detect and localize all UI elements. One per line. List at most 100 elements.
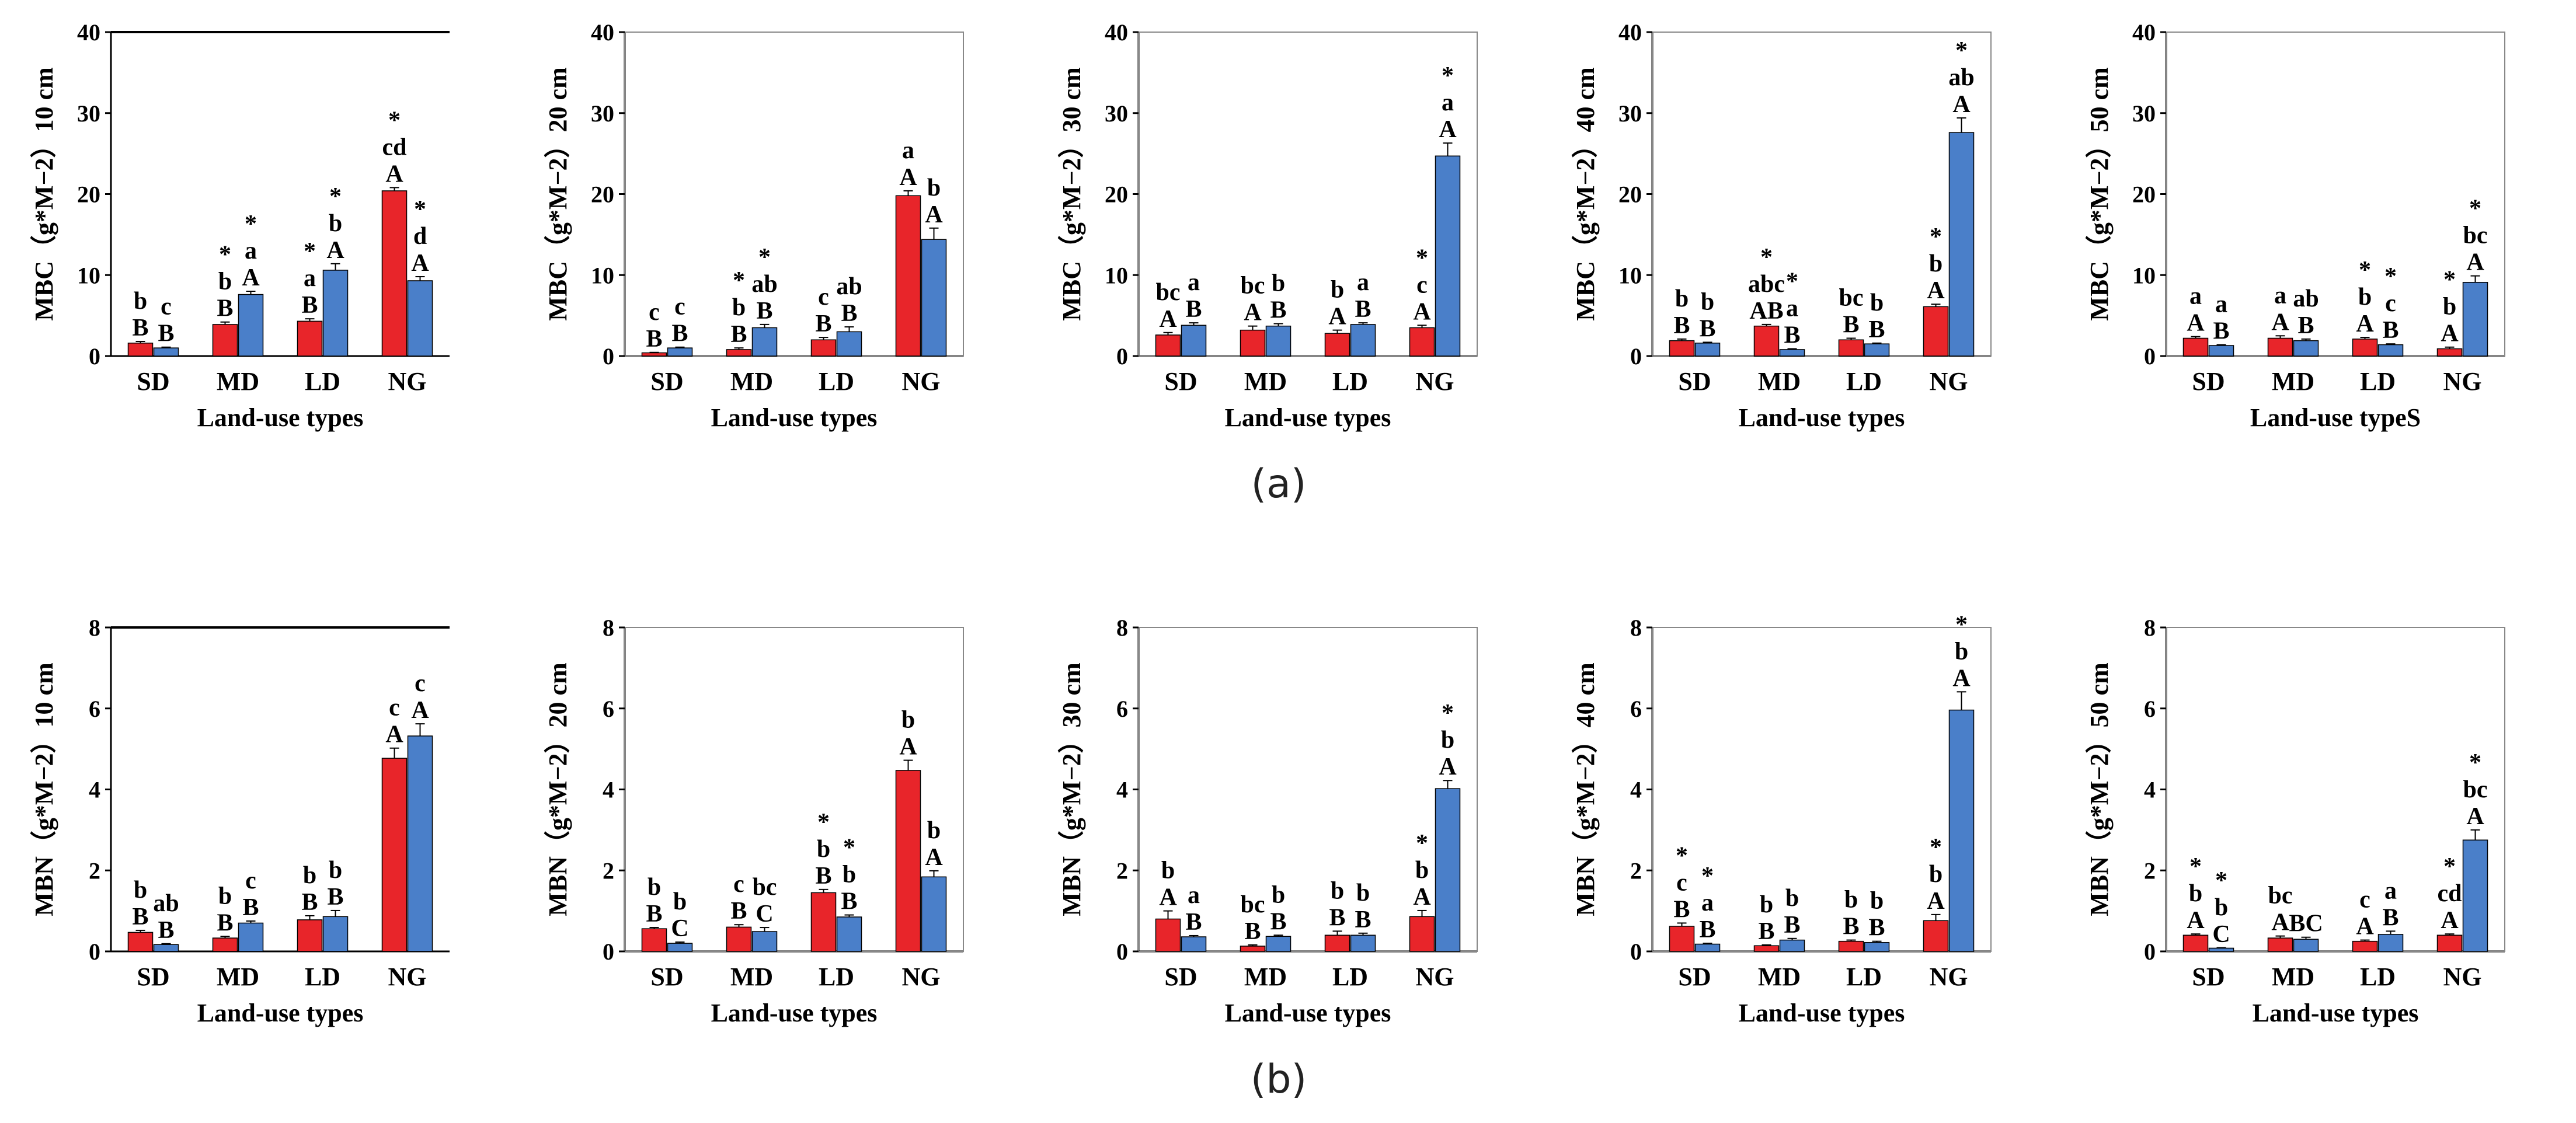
significance-letter: b (1785, 885, 1799, 912)
x-tick-label: LD (1846, 367, 1882, 396)
significance-letter: ab (153, 890, 179, 917)
significance-letter: b (817, 836, 830, 863)
bar-red (1838, 339, 1864, 357)
y-tick-label: 40 (1618, 19, 1642, 46)
significance-letter: b (927, 175, 941, 201)
significance-letter: a (2384, 877, 2397, 904)
significance-letter: b (843, 862, 856, 888)
significance-letter: A (1328, 304, 1346, 330)
significance-letter: bc (2268, 883, 2293, 909)
significance-letter: b (1929, 861, 1943, 888)
x-tick-label: SD (137, 367, 169, 396)
x-tick-label: MD (1758, 367, 1801, 396)
significance-letter: c (2359, 887, 2370, 913)
significance-letter: A (411, 697, 429, 724)
y-tick-label: 6 (1630, 696, 1642, 722)
y-axis-label: MBC（g*M−2）40 cm (1571, 67, 1600, 320)
x-tick-label: SD (650, 367, 683, 396)
significance-letter: A (411, 250, 429, 277)
significance-star: * (1786, 268, 1798, 295)
significance-letter: B (1758, 918, 1774, 945)
bar-blue (2377, 344, 2404, 357)
significance-letter: A (1413, 884, 1431, 911)
bar-blue (1181, 936, 1207, 952)
bar-blue (2462, 281, 2488, 357)
significance-letter: a (2274, 282, 2286, 309)
y-tick-label: 30 (1618, 100, 1642, 127)
x-axis-label: Land-use types (197, 999, 364, 1027)
significance-star: * (245, 211, 257, 238)
significance-letter: B (1843, 311, 1859, 338)
x-axis-label: Land-use types (1225, 403, 1391, 432)
significance-star: * (1760, 244, 1773, 271)
significance-letter: B (646, 326, 662, 353)
y-axis-label: MBC（g*M−2）10 cm (30, 67, 58, 320)
significance-star: * (1930, 834, 1942, 861)
significance-letter: b (1161, 857, 1175, 884)
bar-blue (153, 944, 179, 952)
bar-red (810, 892, 837, 952)
significance-letter: A (925, 844, 943, 871)
significance-letter: B (1355, 906, 1371, 933)
significance-letter: A (1413, 298, 1431, 325)
x-tick-label: SD (2192, 367, 2225, 396)
bar-red (641, 352, 667, 357)
bar-blue (921, 239, 947, 357)
bar-red (297, 320, 323, 357)
significance-letter: bc (753, 874, 777, 901)
significance-letter: B (1185, 296, 1202, 323)
bar-blue (1181, 325, 1207, 357)
significance-letter: B (1784, 912, 1800, 939)
bar-blue (1864, 343, 1890, 357)
bar-red (641, 928, 667, 952)
y-axis-label: MBN（g*M−2）30 cm (1057, 662, 1086, 916)
significance-letter: A (2356, 913, 2374, 940)
x-tick-label: LD (1332, 367, 1368, 396)
x-tick-label: SD (1164, 367, 1197, 396)
significance-letter: B (1843, 913, 1859, 940)
significance-letter: B (756, 298, 772, 325)
y-tick-label: 0 (1116, 939, 1128, 965)
significance-letter: b (1870, 888, 1884, 915)
x-tick-label: MD (217, 367, 259, 396)
significance-star: * (2189, 853, 2202, 880)
significance-letter: bc (2463, 222, 2488, 249)
bar-red (2352, 339, 2378, 357)
bar-red (1324, 934, 1350, 952)
significance-star: * (329, 183, 342, 210)
bar-red (2267, 937, 2293, 952)
x-tick-label: SD (1678, 962, 1711, 991)
bar-blue (1350, 934, 1376, 952)
bar-red (1409, 916, 1435, 952)
significance-letter: b (329, 210, 342, 237)
bar-blue (1265, 325, 1292, 357)
y-tick-label: 10 (1105, 262, 1128, 288)
bar-blue (1694, 343, 1721, 357)
y-tick-label: 40 (591, 19, 614, 46)
x-tick-label: MD (2272, 367, 2314, 396)
significance-star: * (1416, 830, 1428, 857)
significance-star: * (1442, 700, 1454, 727)
y-tick-label: 10 (77, 262, 100, 288)
y-tick-label: 4 (1630, 777, 1642, 803)
bar-red (2182, 934, 2209, 952)
y-tick-label: 4 (2144, 777, 2156, 803)
significance-letter: a (1357, 269, 1369, 296)
x-tick-label: MD (730, 962, 773, 991)
significance-star: * (414, 196, 426, 223)
y-tick-label: 4 (1116, 777, 1128, 803)
significance-letter: A (1159, 884, 1177, 911)
y-tick-label: 2 (603, 857, 614, 884)
bar-red (1923, 306, 1949, 357)
bar-red (2267, 337, 2293, 357)
bar-red (1324, 333, 1350, 357)
x-tick-label: SD (650, 962, 683, 991)
bar-blue (238, 294, 264, 357)
bar-red (810, 339, 837, 357)
significance-star: * (2469, 749, 2481, 776)
x-tick-label: LD (2360, 367, 2396, 396)
significance-letter: c (674, 294, 685, 320)
